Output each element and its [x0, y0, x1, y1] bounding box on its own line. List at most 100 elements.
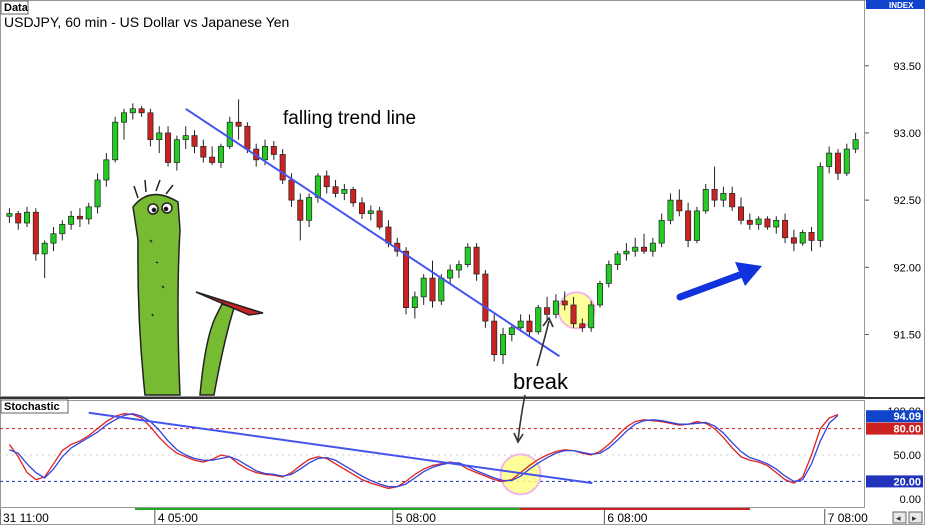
candle-bearish: [473, 246, 480, 275]
candle-bearish: [764, 218, 771, 228]
candle-bullish: [852, 139, 859, 150]
character-pencil: [195, 291, 264, 316]
nav-buttons: ◂ ▸: [892, 511, 923, 524]
time-tick-label: 5 08:00: [396, 511, 436, 525]
overbought-tag: [866, 422, 923, 435]
stochastic-k-line: [9, 412, 839, 488]
character-spots: [149, 239, 165, 317]
stochastic-falling-trend-line: [88, 411, 593, 485]
candle-bearish: [288, 179, 295, 201]
candle-bullish: [85, 206, 92, 220]
arrow-up-head: [542, 316, 554, 328]
candle-bearish: [332, 186, 339, 194]
stochastic-panel: [0, 400, 865, 508]
candle-bullish: [6, 213, 13, 217]
candle-bullish: [41, 242, 48, 255]
candle-bullish: [588, 304, 595, 329]
price-tick-label: 92.50: [893, 195, 921, 207]
stochastic-lines: [8, 412, 839, 490]
candle-bearish: [323, 175, 330, 188]
candle-bearish: [358, 202, 365, 214]
candle-bearish: [482, 273, 489, 322]
candle-bullish: [447, 269, 454, 279]
arrow-down-head: [513, 432, 524, 444]
candle-bullish: [614, 253, 621, 265]
candle-bearish: [738, 206, 744, 221]
candle-bearish: [165, 132, 172, 163]
trend-lines: [88, 107, 593, 485]
candle-bullish: [500, 334, 507, 356]
candle-bullish: [720, 193, 727, 201]
candle-bearish: [676, 199, 683, 212]
data-tab[interactable]: [0, 0, 29, 15]
price-axis: 91.50 92.00 92.50 93.00 93.50: [865, 61, 921, 342]
stochastic-tab-label: Stochastic: [4, 401, 60, 413]
time-tick-label: 7 08:00: [828, 511, 868, 525]
candle-bullish: [508, 327, 515, 335]
candle-bullish: [156, 132, 163, 141]
candle-bearish: [834, 152, 841, 174]
overbought-label: 80.00: [893, 424, 921, 436]
candle-bullish: [658, 219, 665, 244]
candle-bearish: [429, 277, 436, 302]
stochastic-tick-label: 0.00: [900, 494, 921, 506]
candle-bullish: [632, 246, 639, 252]
candle-bullish: [103, 159, 110, 181]
candle-bearish: [491, 320, 498, 356]
nav-left-icon: ◂: [896, 514, 901, 524]
trend-label: falling trend line: [283, 108, 416, 129]
candle-bullish: [596, 283, 603, 306]
nav-right-button[interactable]: [908, 511, 923, 524]
candle-bullish: [773, 219, 780, 228]
nav-left-button[interactable]: [892, 511, 907, 524]
candle-bullish: [59, 223, 66, 235]
uptrend-arrow: [676, 262, 762, 301]
candle-bearish: [376, 210, 383, 228]
price-tick-label: 93.50: [893, 61, 921, 73]
candle-bullish: [411, 296, 418, 308]
candle-bearish: [244, 125, 251, 150]
candle-bearish: [403, 250, 410, 308]
character-pupil-left: [151, 207, 157, 213]
candle-bullish: [262, 146, 269, 161]
candle-bearish: [76, 215, 83, 220]
candle-bullish: [517, 320, 524, 329]
nav-right-icon: ▸: [912, 514, 917, 524]
candle-bullish: [826, 152, 833, 167]
candle-bearish: [641, 246, 648, 252]
candle-bullish: [306, 197, 313, 221]
index-tag[interactable]: [866, 0, 925, 9]
uptrend-arrow-head: [735, 262, 762, 286]
candle-bearish: [790, 237, 797, 244]
candle-bullish: [367, 210, 374, 214]
candle-bullish: [121, 112, 127, 123]
character-pupil-right: [163, 206, 169, 212]
candle-bullish: [112, 121, 119, 161]
index-tag-label: INDEX: [889, 1, 914, 10]
break-label: break: [513, 369, 569, 394]
candle-bullish: [455, 264, 462, 271]
candle-bullish: [68, 215, 75, 225]
cartoon-character: [132, 179, 264, 396]
stochastic-current-value: 94.09: [893, 411, 921, 423]
candle-bullish: [623, 250, 630, 255]
stochastic-tab[interactable]: [0, 399, 69, 414]
candle-bullish: [464, 246, 471, 265]
price-falling-trend-line: [185, 107, 561, 358]
stochastic-d-line: [8, 412, 839, 490]
candle-bearish: [711, 189, 718, 201]
candle-bullish: [843, 148, 850, 174]
candle-bearish: [297, 199, 304, 221]
candle-bearish: [526, 320, 533, 333]
data-tab-label: Data: [4, 2, 29, 14]
candle-bearish: [270, 146, 277, 155]
candle-bearish: [544, 307, 551, 315]
break-arrows: [513, 316, 554, 444]
candle-bullish: [24, 211, 31, 224]
candle-bullish: [702, 189, 709, 212]
time-tick-label: 6 08:00: [607, 511, 647, 525]
candle-bearish: [350, 189, 357, 204]
candle-bearish: [782, 219, 789, 239]
candle-bearish: [570, 304, 577, 325]
